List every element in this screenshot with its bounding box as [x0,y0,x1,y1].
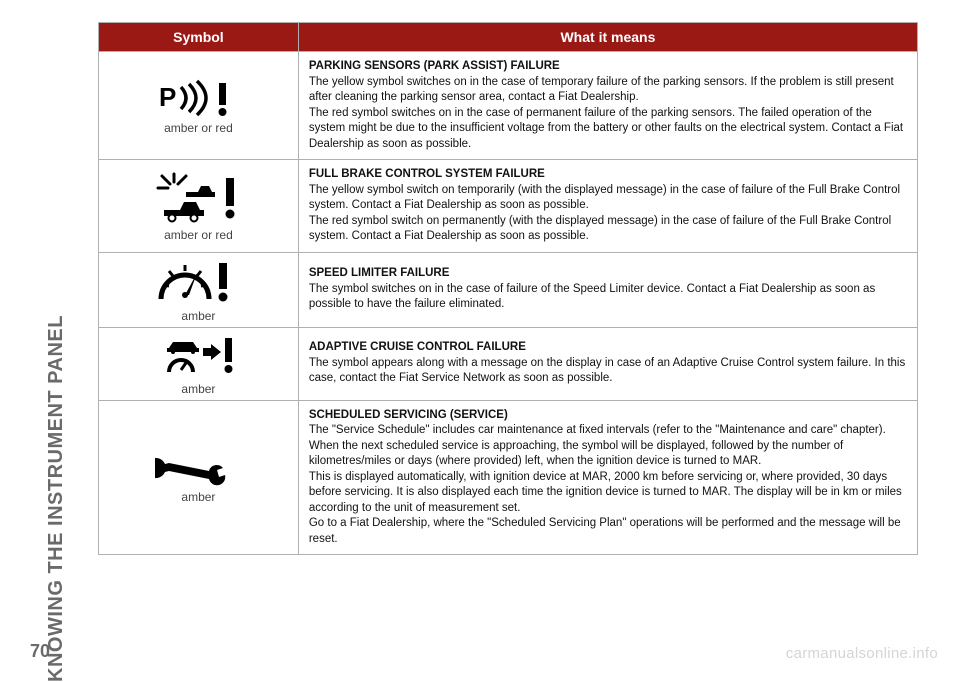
table-row: amber SPEED LIMITER FAILURE The symbol s… [99,252,918,327]
watermark: carmanualsonline.info [786,645,938,662]
adaptive-cruise-icon [155,334,241,378]
row-body: The "Service Schedule" includes car main… [309,423,907,547]
icon-caption: amber [181,490,215,504]
table-row: amber SCHEDULED SERVICING (SERVICE) The … [99,400,918,555]
row-body: The yellow symbol switch on temporarily … [309,183,907,245]
symbol-cell: amber or red [99,160,299,253]
page-number: 70 [30,641,50,662]
icon-caption: amber [181,382,215,396]
full-brake-control-icon [150,172,246,224]
svg-text:P: P [159,82,176,112]
meaning-cell: FULL BRAKE CONTROL SYSTEM FAILURE The ye… [298,160,917,253]
row-title: ADAPTIVE CRUISE CONTROL FAILURE [309,341,526,353]
symbol-cell: P amber or red [99,52,299,160]
section-title-text: KNOWING THE INSTRUMENT PANEL [45,315,68,682]
row-title: FULL BRAKE CONTROL SYSTEM FAILURE [309,168,545,180]
row-body: The symbol switches on in the case of fa… [309,282,907,313]
meaning-cell: ADAPTIVE CRUISE CONTROL FAILURE The symb… [298,327,917,400]
meaning-cell: SCHEDULED SERVICING (SERVICE) The "Servi… [298,400,917,555]
symbol-cell: amber [99,400,299,555]
meaning-cell: SPEED LIMITER FAILURE The symbol switche… [298,252,917,327]
header-symbol: Symbol [99,23,299,52]
symbol-cell: amber [99,327,299,400]
icon-caption: amber [181,309,215,323]
row-title: SPEED LIMITER FAILURE [309,267,450,279]
table-row: amber or red FULL BRAKE CONTROL SYSTEM F… [99,160,918,253]
row-body: The yellow symbol switches on in the cas… [309,75,907,153]
scheduled-service-icon [155,450,241,486]
row-title: SCHEDULED SERVICING (SERVICE) [309,409,508,421]
row-title: PARKING SENSORS (PARK ASSIST) FAILURE [309,60,560,72]
icon-caption: amber or red [164,121,233,135]
warning-symbols-table: Symbol What it means P amber or red [98,22,918,555]
icon-caption: amber or red [164,228,233,242]
parking-sensor-icon: P [153,79,243,117]
row-body: The symbol appears along with a message … [309,356,907,387]
table-row: amber ADAPTIVE CRUISE CONTROL FAILURE Th… [99,327,918,400]
meaning-cell: PARKING SENSORS (PARK ASSIST) FAILURE Th… [298,52,917,160]
table-row: P amber or red PARKING SENSORS (PARK ASS… [99,52,918,160]
header-meaning: What it means [298,23,917,52]
section-title: KNOWING THE INSTRUMENT PANEL [36,0,76,510]
speed-limiter-icon [155,259,241,305]
symbol-cell: amber [99,252,299,327]
